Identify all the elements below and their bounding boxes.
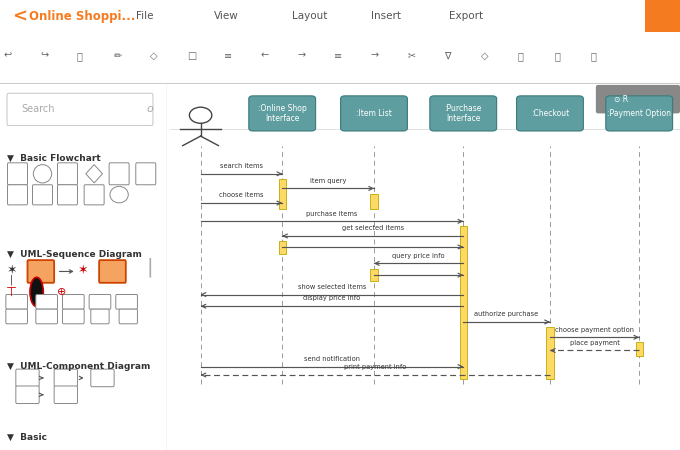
Bar — [371, 269, 377, 281]
Polygon shape — [86, 165, 103, 183]
FancyBboxPatch shape — [7, 93, 153, 126]
FancyBboxPatch shape — [99, 260, 126, 283]
Text: choose items: choose items — [219, 192, 264, 198]
FancyBboxPatch shape — [606, 96, 673, 131]
Text: Search: Search — [22, 104, 55, 114]
Text: ✂: ✂ — [407, 51, 415, 61]
Text: |: | — [147, 257, 153, 277]
Text: Layout: Layout — [292, 11, 328, 21]
Bar — [547, 327, 554, 378]
Text: 🔓: 🔓 — [554, 51, 560, 61]
Text: o: o — [147, 104, 153, 114]
Text: ⊙ R: ⊙ R — [614, 95, 628, 104]
FancyBboxPatch shape — [91, 369, 114, 387]
Text: ←: ← — [260, 51, 269, 61]
Text: item query: item query — [310, 178, 346, 184]
FancyBboxPatch shape — [84, 185, 104, 205]
FancyBboxPatch shape — [33, 185, 52, 205]
Text: place payment: place payment — [570, 340, 619, 346]
Text: :Purchase
Interface: :Purchase Interface — [445, 104, 482, 123]
Bar — [279, 242, 286, 254]
Text: ∇: ∇ — [444, 51, 451, 61]
Text: purchase items: purchase items — [306, 211, 358, 216]
Text: query price info: query price info — [392, 252, 445, 259]
Text: display price info: display price info — [303, 296, 360, 302]
FancyBboxPatch shape — [91, 309, 109, 324]
Text: ▼  UML-Sequence Diagram: ▼ UML-Sequence Diagram — [7, 250, 141, 259]
Text: ✶: ✶ — [6, 264, 17, 277]
Text: send notification: send notification — [304, 356, 360, 362]
Text: ▼  Basic: ▼ Basic — [7, 433, 47, 442]
Text: 📋: 📋 — [591, 51, 597, 61]
Text: 🗑: 🗑 — [77, 51, 83, 61]
Text: 🔒: 🔒 — [517, 51, 524, 61]
FancyBboxPatch shape — [16, 386, 39, 404]
Text: ▼  Basic Flowchart: ▼ Basic Flowchart — [7, 153, 101, 162]
Ellipse shape — [110, 186, 129, 203]
FancyBboxPatch shape — [58, 185, 78, 205]
Text: →: → — [297, 51, 305, 61]
Text: ▼  UML-Component Diagram: ▼ UML-Component Diagram — [7, 362, 150, 371]
Text: ◇: ◇ — [150, 51, 158, 61]
FancyBboxPatch shape — [6, 294, 27, 309]
Text: Insert: Insert — [371, 11, 401, 21]
Text: File: File — [136, 11, 154, 21]
FancyBboxPatch shape — [6, 309, 27, 324]
Text: get selected items: get selected items — [341, 225, 404, 231]
FancyBboxPatch shape — [109, 163, 129, 185]
Text: Online Shoppi...: Online Shoppi... — [29, 10, 135, 22]
FancyBboxPatch shape — [116, 294, 137, 309]
Text: ✏: ✏ — [114, 51, 122, 61]
Text: ⊤: ⊤ — [6, 285, 17, 298]
Text: search items: search items — [220, 163, 263, 169]
Text: |: | — [10, 274, 14, 285]
Text: ⊕: ⊕ — [57, 287, 67, 297]
FancyBboxPatch shape — [58, 163, 78, 185]
Text: :Payment Option: :Payment Option — [607, 109, 671, 118]
Bar — [371, 194, 377, 208]
FancyBboxPatch shape — [63, 294, 84, 309]
Bar — [460, 226, 466, 378]
Text: ≡: ≡ — [334, 51, 342, 61]
Text: :Checkout: :Checkout — [531, 109, 569, 118]
FancyBboxPatch shape — [54, 369, 78, 387]
FancyBboxPatch shape — [16, 369, 39, 387]
FancyBboxPatch shape — [89, 294, 111, 309]
FancyBboxPatch shape — [7, 185, 27, 205]
Bar — [279, 179, 286, 208]
Text: choose payment option: choose payment option — [555, 327, 634, 333]
FancyBboxPatch shape — [7, 163, 27, 185]
Text: →: → — [371, 51, 379, 61]
Circle shape — [30, 277, 44, 306]
Text: View: View — [214, 11, 239, 21]
FancyBboxPatch shape — [341, 96, 407, 131]
FancyBboxPatch shape — [596, 85, 680, 113]
Text: print payment info: print payment info — [344, 364, 407, 370]
FancyBboxPatch shape — [119, 309, 137, 324]
Text: ≡: ≡ — [224, 51, 232, 61]
Text: :Online Shop
Interface: :Online Shop Interface — [258, 104, 307, 123]
Bar — [636, 342, 643, 356]
FancyBboxPatch shape — [36, 294, 58, 309]
Ellipse shape — [33, 165, 52, 183]
Text: show selected items: show selected items — [298, 284, 366, 290]
FancyBboxPatch shape — [63, 309, 84, 324]
FancyBboxPatch shape — [36, 309, 58, 324]
FancyBboxPatch shape — [54, 386, 78, 404]
Text: :Item List: :Item List — [356, 109, 392, 118]
Text: ◇: ◇ — [481, 51, 488, 61]
Text: <: < — [12, 7, 27, 25]
Text: ↩: ↩ — [3, 51, 12, 61]
FancyBboxPatch shape — [136, 163, 156, 185]
FancyBboxPatch shape — [430, 96, 496, 131]
Text: □: □ — [187, 51, 197, 61]
FancyBboxPatch shape — [517, 96, 583, 131]
Text: ✶: ✶ — [78, 264, 88, 277]
FancyBboxPatch shape — [249, 96, 316, 131]
Text: Export: Export — [449, 11, 483, 21]
Text: authorize purchase: authorize purchase — [475, 311, 539, 317]
FancyBboxPatch shape — [27, 260, 54, 283]
Text: ↪: ↪ — [40, 51, 48, 61]
FancyBboxPatch shape — [645, 0, 680, 32]
